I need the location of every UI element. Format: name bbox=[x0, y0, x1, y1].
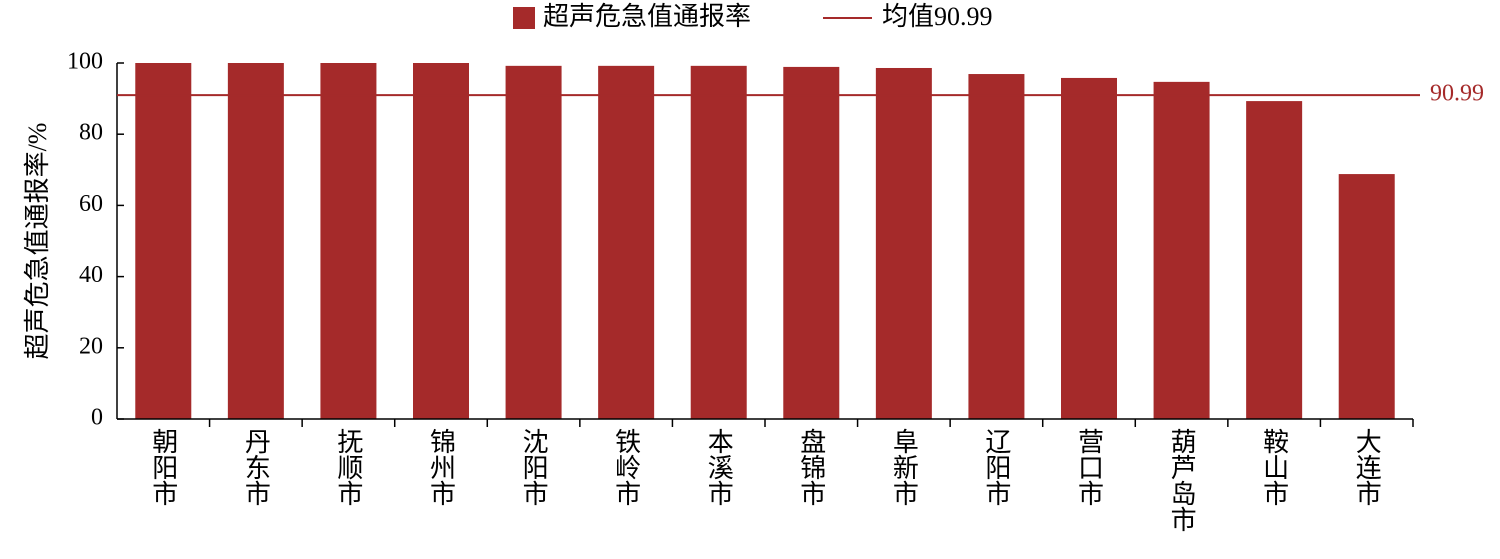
x-tick-label: 锦州市 bbox=[427, 428, 456, 506]
bar bbox=[875, 67, 932, 419]
y-tick-label: 40 bbox=[79, 262, 103, 288]
bar bbox=[968, 74, 1025, 419]
x-tick-label: 沈阳市 bbox=[519, 428, 548, 506]
y-axis-title: 超声危急值通报率/% bbox=[23, 123, 52, 360]
bar bbox=[783, 66, 840, 419]
x-tick-label: 丹东市 bbox=[241, 428, 270, 506]
y-tick-label: 80 bbox=[79, 120, 103, 146]
bar bbox=[1153, 81, 1210, 420]
x-tick-label: 朝阳市 bbox=[149, 428, 178, 506]
bar bbox=[1061, 77, 1117, 420]
y-tick-label: 20 bbox=[79, 333, 103, 359]
bar bbox=[1338, 174, 1395, 419]
legend-label: 超声危急值通报率 bbox=[543, 2, 751, 31]
bar bbox=[690, 65, 747, 420]
legend-swatch bbox=[513, 7, 535, 29]
x-tick-label: 盘锦市 bbox=[797, 428, 826, 506]
bar bbox=[1246, 101, 1303, 419]
x-tick-label: 葫芦岛市 bbox=[1167, 428, 1196, 532]
y-tick-label: 0 bbox=[91, 405, 103, 431]
y-tick-label: 100 bbox=[67, 49, 103, 75]
x-tick-label: 营口市 bbox=[1075, 428, 1104, 506]
bar bbox=[227, 63, 284, 419]
x-tick-label: 鞍山市 bbox=[1260, 428, 1289, 506]
bar bbox=[505, 65, 562, 420]
x-tick-label: 抚顺市 bbox=[334, 428, 363, 506]
mean-label: 90.99 bbox=[1430, 81, 1484, 107]
bar bbox=[320, 63, 377, 419]
y-tick-label: 60 bbox=[79, 191, 103, 217]
x-tick-label: 铁岭市 bbox=[612, 428, 641, 506]
x-tick-label: 阜新市 bbox=[889, 428, 918, 506]
legend-label: 均值90.99 bbox=[882, 2, 993, 31]
x-tick-label: 辽阳市 bbox=[982, 428, 1011, 506]
bar bbox=[135, 63, 192, 419]
bar bbox=[413, 63, 469, 419]
bar bbox=[598, 65, 655, 420]
x-tick-label: 本溪市 bbox=[704, 428, 733, 506]
x-tick-label: 大连市 bbox=[1352, 428, 1381, 506]
